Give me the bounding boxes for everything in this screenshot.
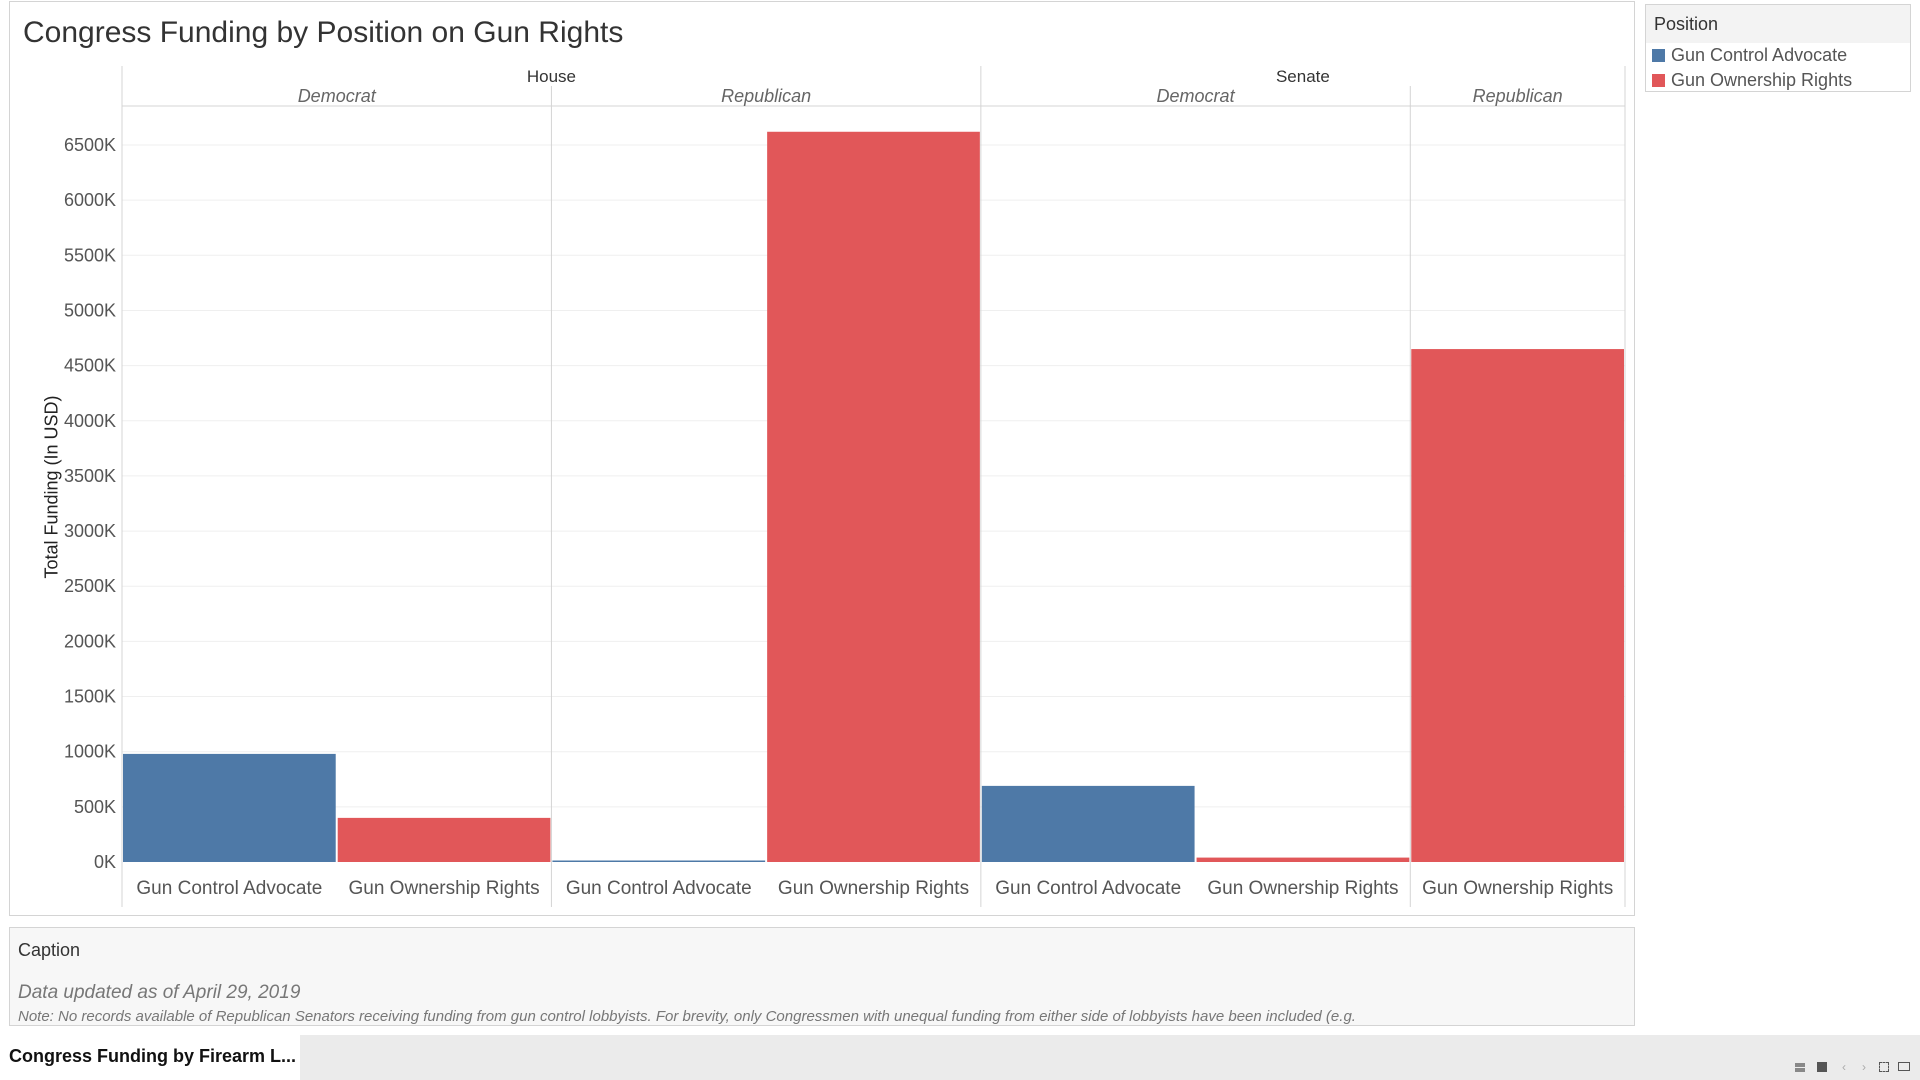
y-tick-label: 2000K <box>64 631 116 651</box>
x-tick-label: Gun Ownership Rights <box>1422 878 1613 899</box>
y-tick-label: 1000K <box>64 742 116 762</box>
x-tick-label: Gun Ownership Rights <box>1207 878 1398 899</box>
legend-label-gun-control: Gun Control Advocate <box>1671 45 1848 65</box>
y-tick-label: 1500K <box>64 687 116 707</box>
caption-updated: Data updated as of April 29, 2019 <box>18 982 301 1003</box>
y-tick-label: 5000K <box>64 300 116 320</box>
x-tick-label: Gun Control Advocate <box>136 878 322 899</box>
x-tick-label: Gun Control Advocate <box>566 878 752 899</box>
y-tick-label: 5500K <box>64 245 116 265</box>
bar-house-democrat-gun-control <box>123 753 336 862</box>
chevron-left-icon[interactable]: ‹ <box>1842 1060 1846 1074</box>
bar-senate-democrat-gun-ownership <box>1196 857 1410 862</box>
viz-pane: Congress Funding by Position on Gun Righ… <box>9 1 1635 916</box>
y-tick-label: 4500K <box>64 356 116 376</box>
bar-house-democrat-gun-ownership <box>337 817 551 862</box>
caption-title: Caption <box>18 940 81 960</box>
legend-swatch-gun-ownership <box>1652 74 1665 87</box>
chevron-right-icon[interactable]: › <box>1862 1060 1866 1074</box>
bar-house-republican-gun-ownership <box>767 131 980 863</box>
y-tick-label: 2500K <box>64 576 116 596</box>
fullscreen-icon[interactable] <box>1877 1060 1891 1074</box>
party-header: Republican <box>1473 86 1563 106</box>
y-tick-label: 6500K <box>64 135 116 155</box>
single-view-icon[interactable] <box>1815 1060 1829 1074</box>
y-tick-label: 3500K <box>64 466 116 486</box>
presentation-icon[interactable] <box>1897 1060 1911 1074</box>
x-tick-label: Gun Control Advocate <box>995 878 1181 899</box>
y-tick-label: 0K <box>94 852 116 872</box>
chamber-header: Senate <box>1276 67 1330 86</box>
party-header: Democrat <box>1157 86 1236 106</box>
y-tick-label: 4000K <box>64 411 116 431</box>
bar-senate-republican-gun-ownership <box>1411 349 1624 863</box>
y-tick-label: 3000K <box>64 521 116 541</box>
legend-title: Position <box>1646 5 1910 43</box>
caption-panel: Caption Data updated as of April 29, 201… <box>9 927 1635 1026</box>
legend-item-gun-control[interactable]: Gun Control Advocate <box>1652 43 1910 68</box>
legend-label-gun-ownership: Gun Ownership Rights <box>1671 70 1853 90</box>
chart-title: Congress Funding by Position on Gun Righ… <box>23 16 624 49</box>
grid-view-icon[interactable] <box>1793 1060 1807 1074</box>
chamber-header: House <box>527 67 576 86</box>
caption-note: Note: No records available of Republican… <box>18 1008 1356 1025</box>
y-tick-label: 500K <box>74 797 116 817</box>
legend-panel: Position Gun Control Advocate Gun Owners… <box>1645 4 1911 92</box>
legend-swatch-gun-control <box>1652 49 1665 62</box>
y-tick-label: 6000K <box>64 190 116 210</box>
sheet-tab-bar: Congress Funding by Firearm L... ‹ › <box>0 1035 1920 1080</box>
party-header: Republican <box>721 86 811 106</box>
bar-house-republican-gun-control <box>552 860 766 862</box>
sheet-tab[interactable]: Congress Funding by Firearm L... <box>0 1035 300 1080</box>
bar-senate-democrat-gun-control <box>981 785 1195 862</box>
party-header: Democrat <box>298 86 377 106</box>
chart-plot[interactable]: 0K 500K 1000K 1500K 2000K 2500K 3000K 3500K 4000… <box>10 2 1636 917</box>
x-tick-label: Gun Ownership Rights <box>778 878 969 899</box>
legend-item-gun-ownership[interactable]: Gun Ownership Rights <box>1652 68 1910 93</box>
x-tick-label: Gun Ownership Rights <box>348 878 539 899</box>
